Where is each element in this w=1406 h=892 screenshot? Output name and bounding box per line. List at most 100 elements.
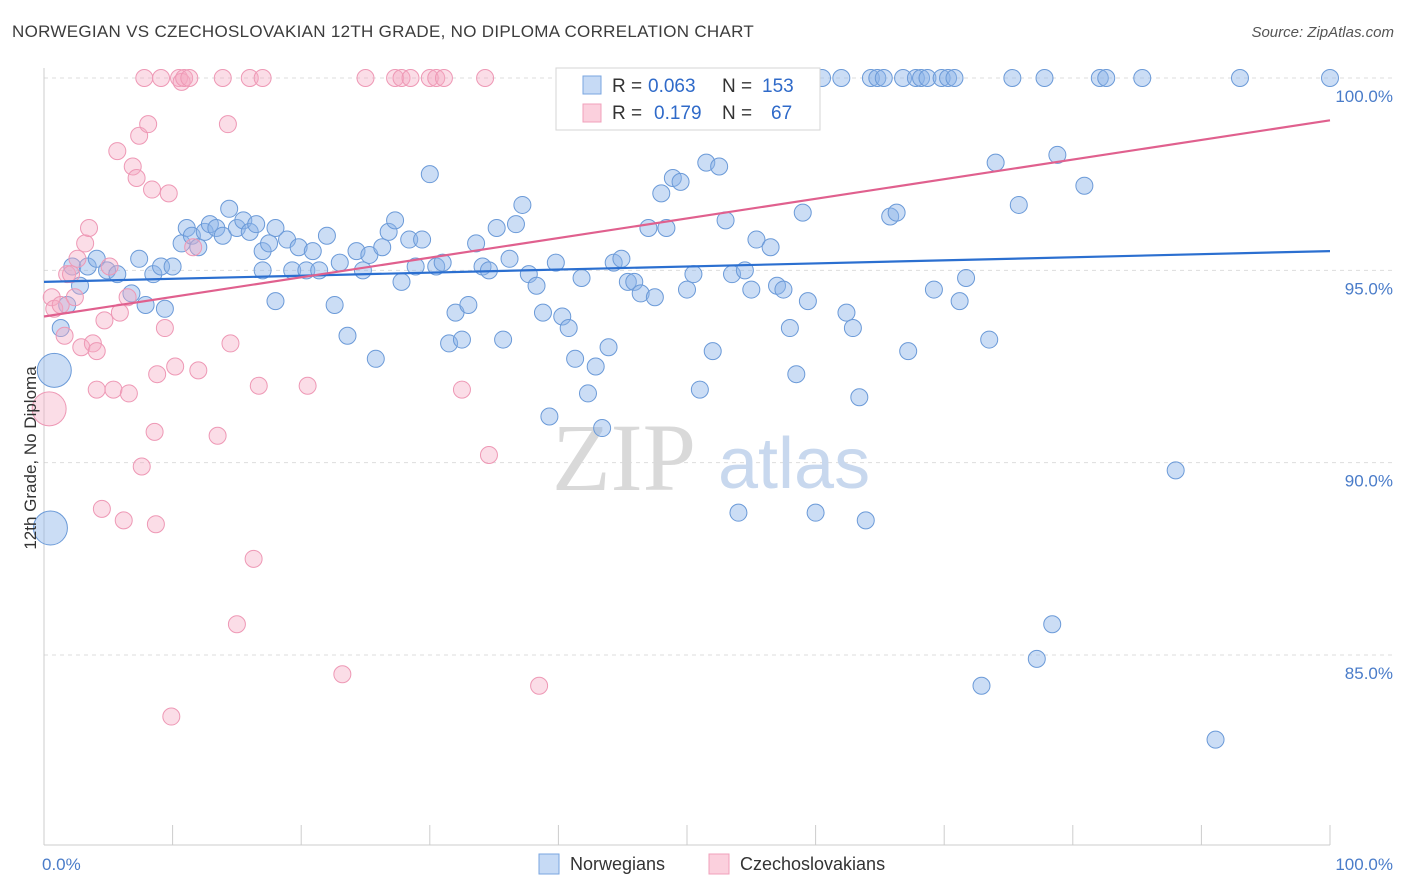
norwegian-point-153	[1321, 69, 1339, 87]
czechoslovakian-point-21	[114, 511, 133, 530]
norwegian-point-15	[155, 299, 174, 318]
czechoslovakian-point-66	[530, 676, 549, 695]
norwegian-point-107	[761, 238, 780, 257]
czechoslovakian-point-38	[166, 357, 185, 376]
czechoslovakian-point-46	[213, 69, 232, 87]
czechoslovakian-trend-line	[43, 119, 1331, 318]
norwegian-point-29	[247, 215, 266, 234]
czechoslovakian-point-5	[58, 265, 77, 284]
norwegian-point-135	[950, 292, 969, 311]
norwegian-point-150	[1166, 461, 1185, 480]
norwegian-point-130	[918, 69, 937, 87]
norwegian-point-109	[774, 280, 793, 299]
norwegian-point-63	[467, 234, 486, 253]
norwegian-point-118	[843, 319, 862, 338]
legend-r-label-1: R =	[612, 76, 642, 97]
czechoslovakian-point-15	[92, 499, 111, 518]
legend-r-value-2: 0.179	[654, 103, 702, 124]
czechoslovakian-point-51	[244, 549, 263, 568]
czechoslovakian-point-23	[119, 384, 138, 403]
norwegian-point-6	[78, 257, 97, 276]
czechoslovakian-point-45	[208, 426, 227, 445]
norwegian-point-110	[780, 319, 799, 338]
legend-pink-swatch	[582, 103, 602, 123]
norwegian-point-103	[729, 503, 748, 522]
norwegian-point-122	[868, 69, 887, 87]
x-tick-label-1: 100.0%	[1335, 855, 1393, 874]
norwegian-point-42	[325, 295, 344, 314]
norwegian-point-152	[1230, 69, 1249, 87]
norwegian-point-87	[625, 272, 644, 291]
norwegian-point-76	[553, 307, 572, 326]
data-points	[31, 69, 1339, 749]
czechoslovakian-point-52	[249, 376, 268, 395]
norwegian-point-111	[787, 365, 806, 384]
norwegian-point-139	[986, 153, 1005, 172]
czechoslovakian-point-36	[159, 184, 178, 203]
norwegian-point-32	[266, 219, 285, 238]
czechoslovakian-point-27	[132, 457, 151, 476]
czechoslovakian-point-49	[227, 615, 246, 634]
norwegian-point-34	[266, 292, 285, 311]
norwegian-point-0	[36, 352, 72, 388]
czechoslovakian-point-42	[180, 69, 199, 87]
czechoslovakian-point-35	[155, 319, 174, 338]
norwegian-point-48	[366, 349, 385, 368]
czechoslovakian-point-11	[80, 219, 99, 238]
norwegian-point-78	[566, 349, 585, 368]
norwegian-point-16	[163, 257, 182, 276]
norwegian-point-142	[1035, 69, 1054, 87]
norwegian-point-70	[513, 195, 532, 214]
norwegian-point-79	[572, 269, 591, 288]
norwegian-point-37	[289, 238, 308, 257]
norwegian-point-90	[645, 288, 664, 307]
norwegian-point-85	[612, 249, 631, 268]
legend-czechoslovakians-label: Czechoslovakians	[740, 854, 885, 874]
legend-n-value-2: 67	[771, 103, 792, 124]
czechoslovakian-point-41	[175, 69, 194, 87]
norwegian-point-116	[832, 69, 851, 87]
norwegian-point-58	[433, 253, 452, 272]
norwegian-point-126	[894, 69, 913, 87]
norwegian-point-140	[1003, 69, 1022, 87]
norwegian-point-92	[657, 219, 676, 238]
legend-r-value-1: 0.063	[648, 76, 696, 97]
norwegian-point-134	[945, 69, 964, 87]
czechoslovakian-point-33	[148, 365, 167, 384]
y-tick-label-1: 95.0%	[1345, 279, 1393, 298]
czechoslovakian-point-17	[100, 257, 119, 276]
series-legend: Norwegians Czechoslovakians	[538, 853, 885, 875]
norwegian-point-147	[1090, 69, 1109, 87]
norwegian-point-61	[452, 330, 471, 349]
norwegian-point-73	[533, 303, 552, 322]
czechoslovakian-point-25	[127, 169, 146, 188]
czechoslovakian-point-0	[31, 391, 67, 427]
norwegian-point-138	[980, 330, 999, 349]
norwegian-point-23	[207, 219, 226, 238]
norwegian-point-123	[874, 69, 893, 87]
norwegian-point-106	[747, 230, 766, 249]
czechoslovakian-point-65	[479, 445, 498, 464]
norwegian-point-120	[856, 511, 875, 530]
czechoslovakian-point-14	[87, 342, 106, 361]
norwegian-point-125	[887, 203, 906, 222]
czechoslovakian-point-57	[386, 69, 405, 87]
norwegian-point-24	[213, 226, 232, 245]
czechoslovakian-point-9	[72, 338, 91, 357]
czechoslovakian-point-4	[55, 326, 74, 345]
stats-legend: R = 0.063 N = 153 R = 0.179 N = 67	[555, 67, 821, 131]
norwegian-point-141	[1009, 195, 1028, 214]
norwegian-point-149	[1133, 69, 1152, 87]
chart-title: NORWEGIAN VS CZECHOSLOVAKIAN 12TH GRADE,…	[12, 22, 755, 41]
czechoslovakian-point-34	[152, 69, 171, 87]
norwegian-point-9	[108, 265, 127, 284]
y-tick-label-3: 85.0%	[1345, 664, 1393, 683]
norwegian-point-105	[742, 280, 761, 299]
norwegian-point-133	[939, 69, 958, 87]
legend-norwegians-label: Norwegians	[570, 854, 665, 874]
norwegian-point-132	[932, 69, 951, 87]
norwegian-point-96	[684, 265, 703, 284]
czechoslovakian-point-28	[135, 69, 154, 87]
norwegian-point-55	[413, 230, 432, 249]
norwegian-point-119	[850, 388, 869, 407]
